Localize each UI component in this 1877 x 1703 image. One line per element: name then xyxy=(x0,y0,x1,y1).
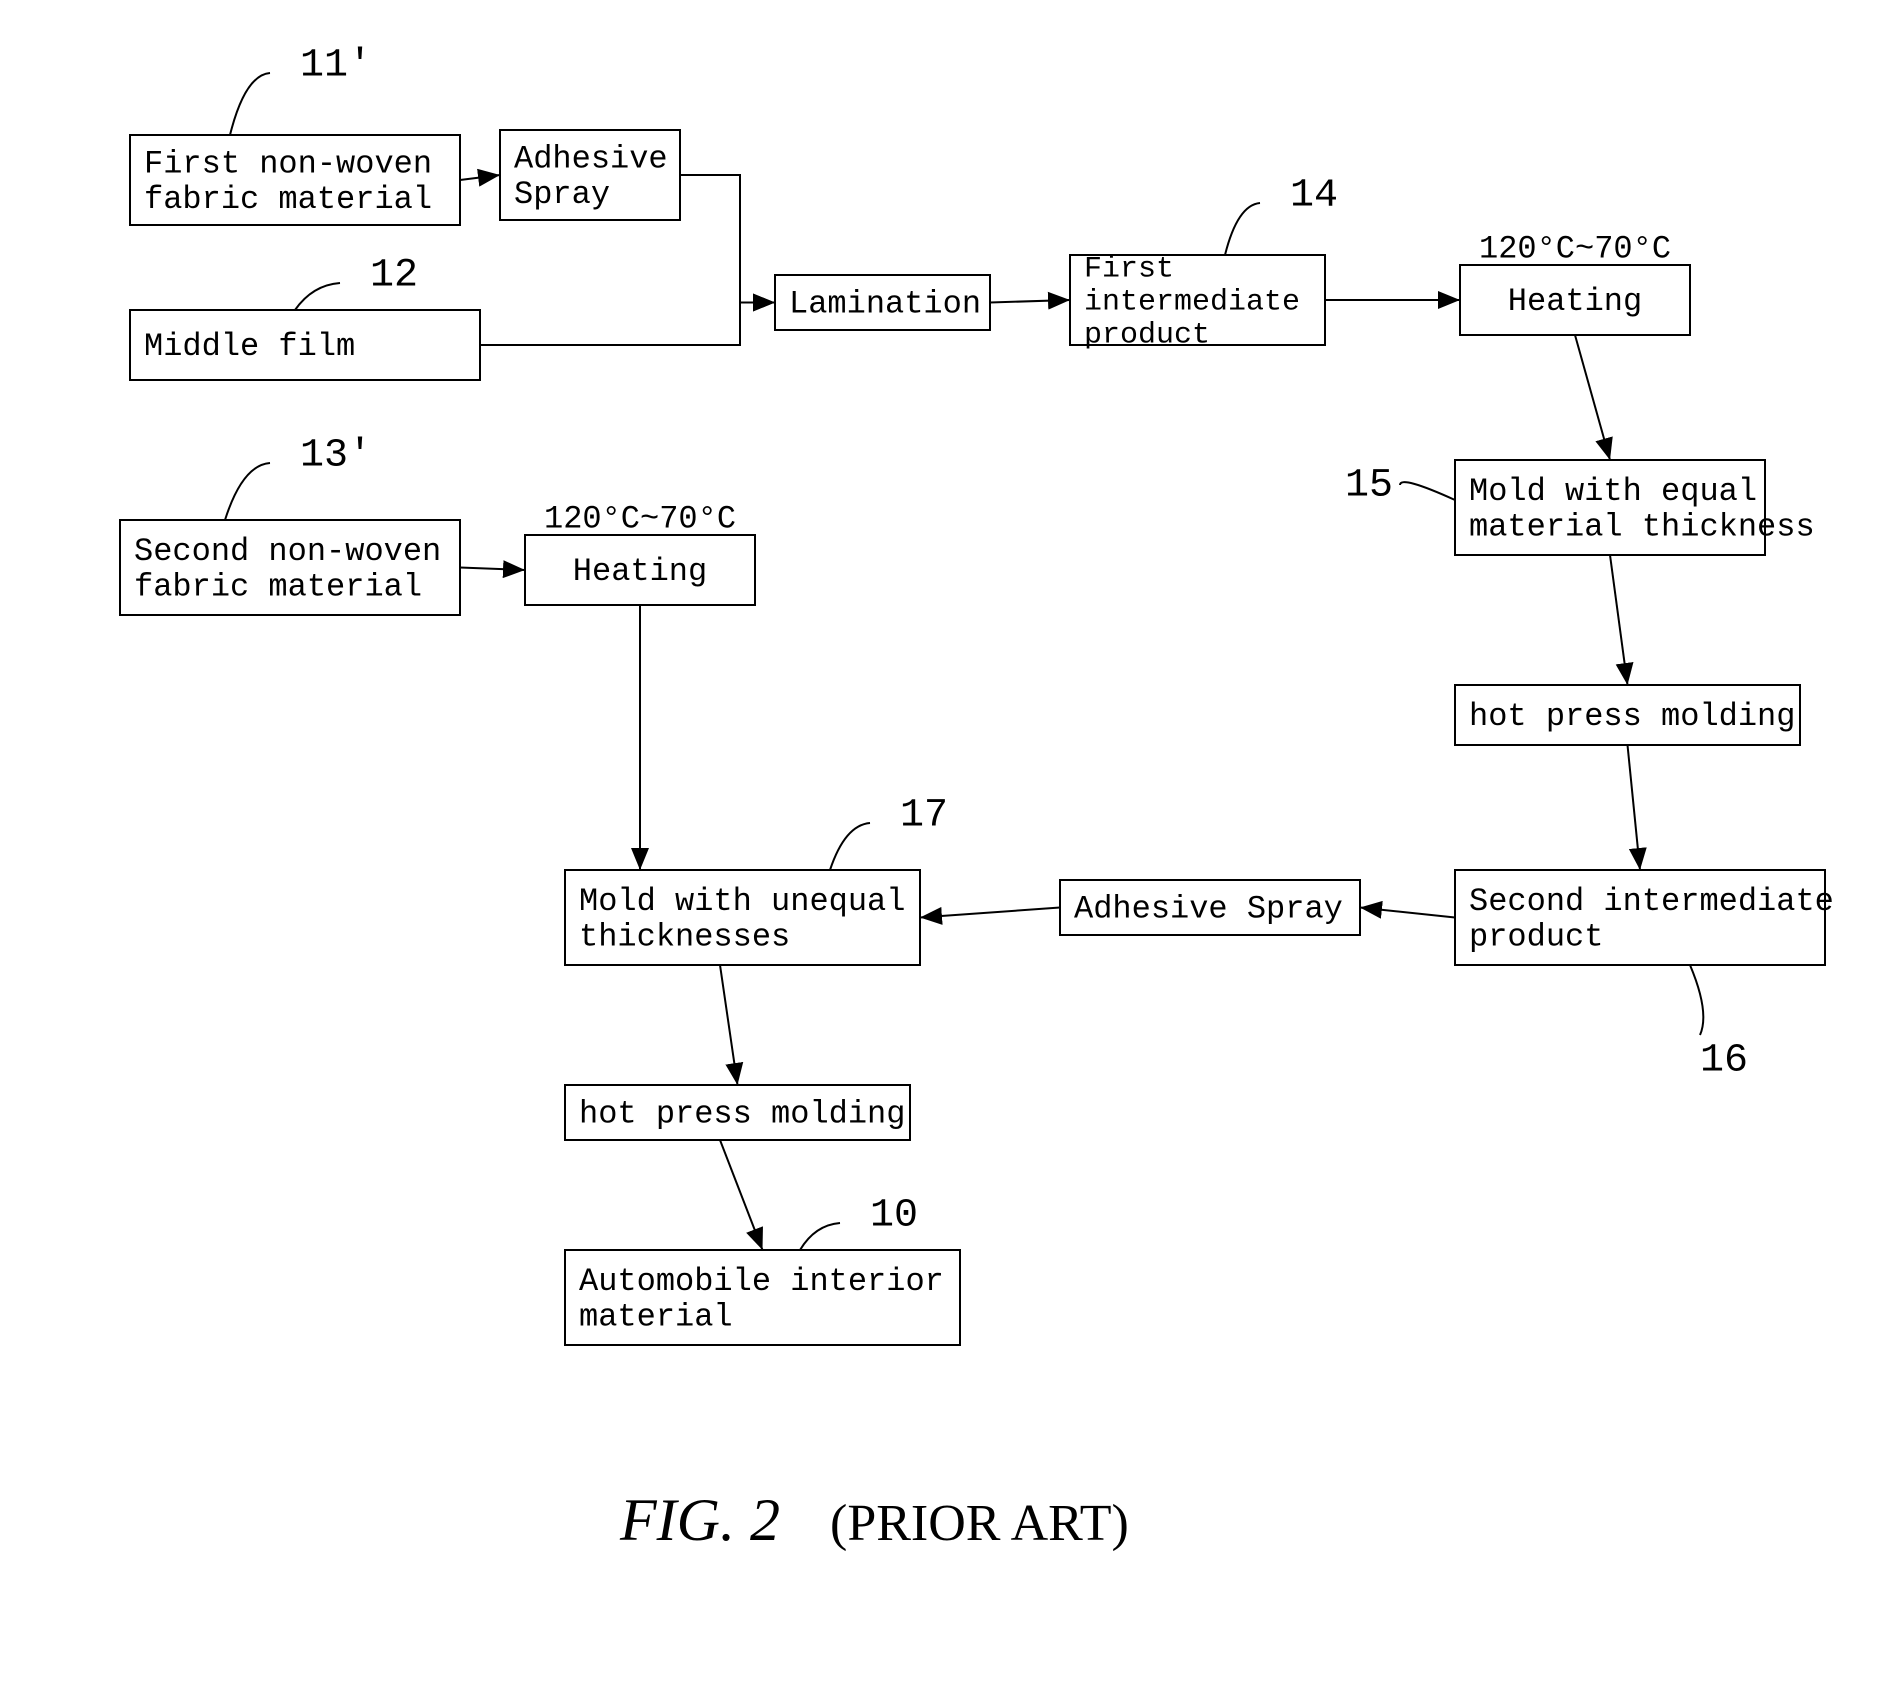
node-text: thicknesses xyxy=(579,918,790,955)
node-text: Middle film xyxy=(144,328,355,365)
edge xyxy=(920,908,1060,918)
node-text: fabric material xyxy=(144,181,432,218)
node-text: hot press molding xyxy=(1469,698,1795,735)
node-n_first_nw: First non-wovenfabric material xyxy=(130,135,460,225)
node-text: intermediate xyxy=(1084,286,1300,320)
node-n_lamination: Lamination xyxy=(775,275,990,330)
callout-label: 11' xyxy=(300,44,372,89)
callout-label: 15 xyxy=(1345,464,1393,509)
node-text: Heating xyxy=(573,553,707,590)
node-text: Automobile interior xyxy=(579,1263,944,1300)
node-note: 120°C~70°C xyxy=(1479,230,1671,267)
node-n_sec_int: Second intermediateproduct xyxy=(1455,870,1834,965)
node-n_first_int: Firstintermediateproduct xyxy=(1070,253,1325,353)
edge xyxy=(1360,908,1455,918)
node-text: Heating xyxy=(1508,283,1642,320)
node-n_hot1: hot press molding xyxy=(1455,685,1800,745)
node-text: Second non-woven xyxy=(134,533,441,570)
node-text: Adhesive Spray xyxy=(1074,891,1343,928)
edge xyxy=(680,175,775,303)
callout-leader xyxy=(230,73,270,135)
callout-label: 13' xyxy=(300,434,372,479)
callout-leader xyxy=(800,1223,840,1250)
node-note: 120°C~70°C xyxy=(544,500,736,537)
callout-label: 16 xyxy=(1700,1039,1748,1084)
callout-leader xyxy=(1225,203,1260,255)
node-text: Second intermediate xyxy=(1469,883,1834,920)
edge xyxy=(1628,745,1641,870)
node-n_heat2: Heating 120°C~70°C xyxy=(525,500,755,605)
callout-leader xyxy=(225,463,270,520)
callout-leader xyxy=(830,823,870,870)
caption-fig: FIG. 2 xyxy=(619,1487,780,1553)
edge xyxy=(720,965,738,1085)
edge xyxy=(460,568,525,571)
node-text: material thickness xyxy=(1469,508,1815,545)
node-n_adh1: AdhesiveSpray xyxy=(500,130,680,220)
node-n_second_nw: Second non-wovenfabric material xyxy=(120,520,460,615)
callout-label: 10 xyxy=(870,1194,918,1239)
edge xyxy=(480,303,775,346)
node-n_adh2: Adhesive Spray xyxy=(1060,880,1360,935)
edge xyxy=(1575,335,1610,460)
edge xyxy=(1610,555,1628,685)
node-n_mold_uneq: Mold with unequalthicknesses xyxy=(565,870,920,965)
node-text: First xyxy=(1084,253,1174,287)
node-n_middle: Middle film xyxy=(130,310,480,380)
callout-label: 17 xyxy=(900,794,948,839)
node-text: fabric material xyxy=(134,568,422,605)
node-n_hot2: hot press molding xyxy=(565,1085,910,1140)
node-text: Mold with unequal xyxy=(579,883,905,920)
callout-leader xyxy=(1690,965,1703,1035)
callout-label: 14 xyxy=(1290,174,1338,219)
callout-leader xyxy=(1400,482,1455,500)
node-n_mold_eq: Mold with equalmaterial thickness xyxy=(1455,460,1815,555)
edge xyxy=(990,300,1070,303)
node-text: First non-woven xyxy=(144,146,432,183)
node-text: material xyxy=(579,1298,733,1335)
node-text: product xyxy=(1469,918,1603,955)
node-text: Spray xyxy=(514,176,610,213)
node-text: Mold with equal xyxy=(1469,473,1757,510)
flowchart-canvas: First non-wovenfabric materialAdhesiveSp… xyxy=(0,0,1877,1703)
node-text: Lamination xyxy=(789,286,981,323)
figure-caption: FIG. 2 (PRIOR ART) xyxy=(619,1487,1129,1553)
edge xyxy=(720,1140,763,1250)
node-n_auto: Automobile interiormaterial xyxy=(565,1250,960,1345)
node-text: hot press molding xyxy=(579,1096,905,1133)
caption-sub: (PRIOR ART) xyxy=(830,1495,1129,1552)
callout-leader xyxy=(295,283,340,310)
node-n_heat1: Heating 120°C~70°C xyxy=(1460,230,1690,335)
edge xyxy=(460,175,500,180)
callout-label: 12 xyxy=(370,254,418,299)
node-text: Adhesive xyxy=(514,141,668,178)
node-text: product xyxy=(1084,319,1210,353)
